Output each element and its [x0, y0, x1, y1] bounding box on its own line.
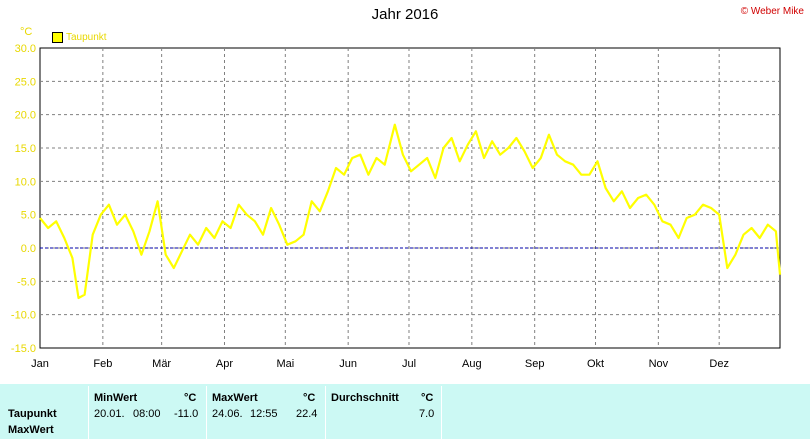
minwert-time: 08:00 [133, 408, 161, 420]
x-tick-labels: Jan Feb Mär Apr Mai Jun Jul Aug Sep Okt Nov Dez [31, 358, 729, 370]
maxwert-unit: °C [303, 392, 316, 404]
x-tick-label: Nov [649, 358, 669, 370]
minwert-date: 20.01. [94, 408, 125, 420]
y-tick-label: 5.0 [21, 210, 36, 222]
stats-divider [88, 386, 89, 439]
minwert-value: -11.0 [174, 408, 199, 420]
legend-label: Taupunkt [66, 32, 107, 43]
x-tick-label: Jun [339, 358, 357, 370]
x-tick-label: Mai [276, 358, 294, 370]
y-tick-label: 30.0 [15, 43, 36, 55]
durchschnitt-header: Durchschnitt [331, 392, 399, 404]
y-tick-labels: 30.0 25.0 20.0 15.0 10.0 5.0 0.0 -5.0 -10.0 -15.0 [11, 43, 36, 355]
x-tick-label: Jan [31, 358, 49, 370]
x-tick-label: Okt [587, 358, 604, 370]
stats-divider [441, 386, 442, 439]
x-tick-label: Dez [709, 358, 729, 370]
y-tick-label: -10.0 [11, 310, 36, 322]
stats-row-label-maxwert: MaxWert [8, 424, 54, 436]
minwert-header: MinWert [94, 392, 138, 404]
x-tick-label: Sep [525, 358, 545, 370]
maxwert-time: 12:55 [250, 408, 278, 420]
durchschnitt-value: 7.0 [419, 408, 435, 420]
y-tick-label: -5.0 [17, 276, 36, 288]
durchschnitt-unit: °C [421, 392, 434, 404]
stats-row-label-taupunkt: Taupunkt [8, 408, 57, 420]
y-tick-label: 10.0 [15, 176, 36, 188]
y-tick-label: 15.0 [15, 143, 36, 155]
y-tick-label: 25.0 [15, 76, 36, 88]
y-tick-label: -15.0 [11, 343, 36, 355]
grid [40, 48, 780, 348]
legend: Taupunkt [52, 32, 107, 43]
chart: 30.0 25.0 20.0 15.0 10.0 5.0 0.0 -5.0 -10.0 -15.0… [11, 43, 782, 370]
series-taupunkt [39, 123, 782, 300]
plot-area [39, 47, 781, 349]
copyright-notice: © Weber Mike [740, 6, 804, 17]
y-tick-label: 0.0 [21, 243, 36, 255]
stats-divider [325, 386, 326, 439]
maxwert-header: MaxWert [212, 392, 258, 404]
x-tick-label: Aug [462, 358, 482, 370]
legend-swatch-icon [52, 32, 63, 43]
stats-divider [206, 386, 207, 439]
maxwert-value: 22.4 [296, 408, 318, 420]
series-line-taupunkt [39, 123, 782, 300]
x-tick-label: Feb [93, 358, 112, 370]
y-tick-label: 20.0 [15, 110, 36, 122]
x-tick-label: Mär [152, 358, 171, 370]
y-axis-unit: °C [20, 26, 33, 38]
chart-title: Jahr 2016 [371, 6, 439, 23]
x-tick-label: Jul [402, 358, 416, 370]
stats-table: Taupunkt MaxWert MinWert °C 20.01. 08:00… [0, 384, 810, 439]
x-tick-label: Apr [216, 358, 233, 370]
minwert-unit: °C [184, 392, 197, 404]
maxwert-date: 24.06. [212, 408, 243, 420]
